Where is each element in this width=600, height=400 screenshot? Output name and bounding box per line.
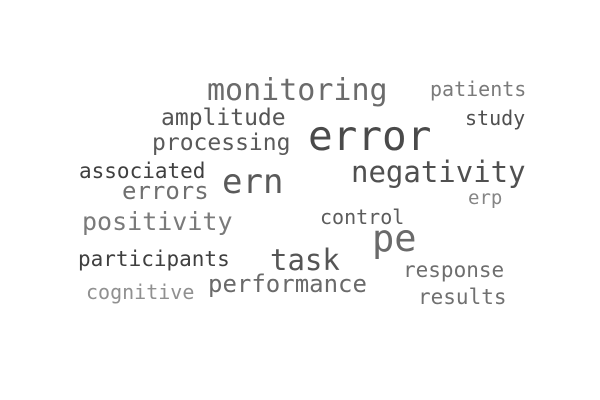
word-task: task <box>270 243 340 277</box>
word-processing: processing <box>152 130 291 156</box>
word-error: error <box>308 112 432 160</box>
word-control: control <box>320 205 405 229</box>
word-negativity: negativity <box>351 155 526 189</box>
word-positivity: positivity <box>82 207 233 236</box>
word-study: study <box>465 106 526 130</box>
word-patients: patients <box>430 77 527 101</box>
word-pe: pe <box>372 217 417 260</box>
word-erp: erp <box>468 187 503 209</box>
word-ern: ern <box>222 162 284 202</box>
word-performance: performance <box>208 270 367 298</box>
word-response: response <box>403 258 505 282</box>
word-participants: participants <box>78 247 230 271</box>
word-associated: associated <box>79 159 206 183</box>
word-amplitude: amplitude <box>161 105 286 131</box>
word-cognitive: cognitive <box>86 280 195 304</box>
word-results: results <box>418 285 507 309</box>
word-monitoring: monitoring <box>207 73 388 108</box>
word-errors: errors <box>122 177 209 205</box>
